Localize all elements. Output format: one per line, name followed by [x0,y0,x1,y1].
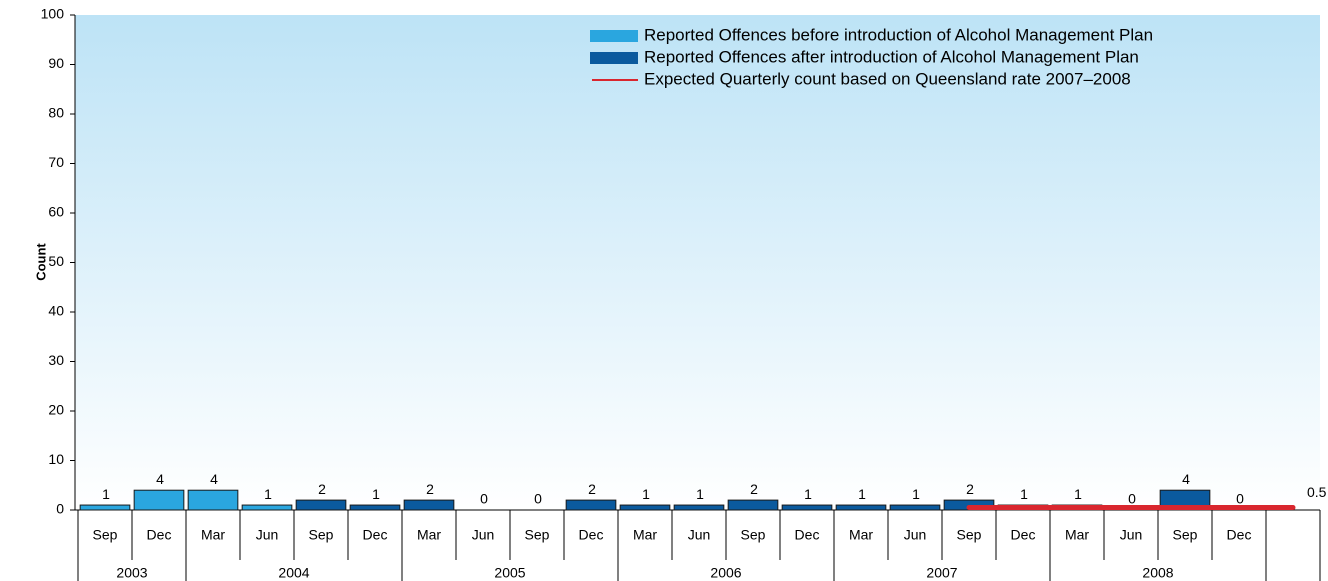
y-tick-label: 90 [48,55,64,71]
bar [835,504,887,511]
bar [133,489,185,511]
data-label: 2 [588,481,596,497]
bar [403,499,455,511]
y-tick-label: 50 [48,253,64,269]
year-label: 2006 [710,565,741,581]
legend-label: Reported Offences after introduction of … [644,47,1139,66]
plot-area [75,15,1320,510]
bar [889,504,941,511]
y-tick-label: 80 [48,105,64,121]
data-label: 4 [156,471,164,487]
legend-swatch [590,30,638,42]
x-tick-label: Sep [741,527,766,543]
data-label: 1 [696,486,704,502]
data-label: 2 [426,481,434,497]
x-tick-label: Sep [1173,527,1198,543]
data-label: 0 [534,491,542,507]
data-label: 1 [858,486,866,502]
data-label: 1 [912,486,920,502]
x-tick-label: Mar [417,527,441,543]
x-tick-label: Mar [633,527,657,543]
y-tick-label: 10 [48,451,64,467]
x-tick-label: Dec [363,527,388,543]
x-tick-label: Sep [93,527,118,543]
data-label: 4 [210,471,218,487]
x-tick-label: Dec [795,527,820,543]
x-tick-label: Sep [309,527,334,543]
x-tick-label: Jun [904,527,927,543]
bar [619,504,671,511]
legend-swatch [590,52,638,64]
x-tick-label: Jun [472,527,495,543]
data-label: 1 [372,486,380,502]
y-tick-label: 60 [48,204,64,220]
year-label: 2004 [278,565,309,581]
x-tick-label: Jun [688,527,711,543]
x-tick-label: Dec [1227,527,1252,543]
y-axis-label: Count [33,243,48,281]
data-label: 2 [966,481,974,497]
y-tick-label: 70 [48,154,64,170]
x-tick-label: Dec [579,527,604,543]
bar [79,504,131,511]
y-tick-label: 20 [48,402,64,418]
data-label: 1 [264,486,272,502]
x-tick-label: Dec [1011,527,1036,543]
y-tick-label: 100 [41,6,65,22]
y-tick-label: 0 [56,501,64,517]
x-tick-label: Dec [147,527,172,543]
data-label: 0 [1236,491,1244,507]
data-label: 1 [1074,486,1082,502]
x-tick-label: Sep [525,527,550,543]
bar [781,504,833,511]
data-label: 0 [480,491,488,507]
legend-label: Reported Offences before introduction of… [644,25,1153,44]
data-label: 1 [1020,486,1028,502]
data-label: 0.5 [1307,484,1327,500]
data-label: 1 [642,486,650,502]
x-tick-label: Jun [256,527,279,543]
y-tick-label: 40 [48,303,64,319]
x-tick-label: Jun [1120,527,1143,543]
legend-label: Expected Quarterly count based on Queens… [644,69,1131,88]
data-label: 1 [804,486,812,502]
bar [673,504,725,511]
data-label: 1 [102,486,110,502]
x-tick-label: Mar [201,527,225,543]
x-tick-label: Sep [957,527,982,543]
bar [349,504,401,511]
year-label: 2003 [116,565,147,581]
data-label: 2 [318,481,326,497]
bar [241,504,293,511]
bar [295,499,347,511]
data-label: 4 [1182,471,1190,487]
y-tick-label: 30 [48,352,64,368]
year-label: 2005 [494,565,525,581]
bar [187,489,239,511]
bar [727,499,779,511]
year-label: 2008 [1142,565,1173,581]
bar [565,499,617,511]
x-tick-label: Mar [849,527,873,543]
data-label: 0 [1128,491,1136,507]
data-label: 2 [750,481,758,497]
year-label: 2007 [926,565,957,581]
x-tick-label: Mar [1065,527,1089,543]
